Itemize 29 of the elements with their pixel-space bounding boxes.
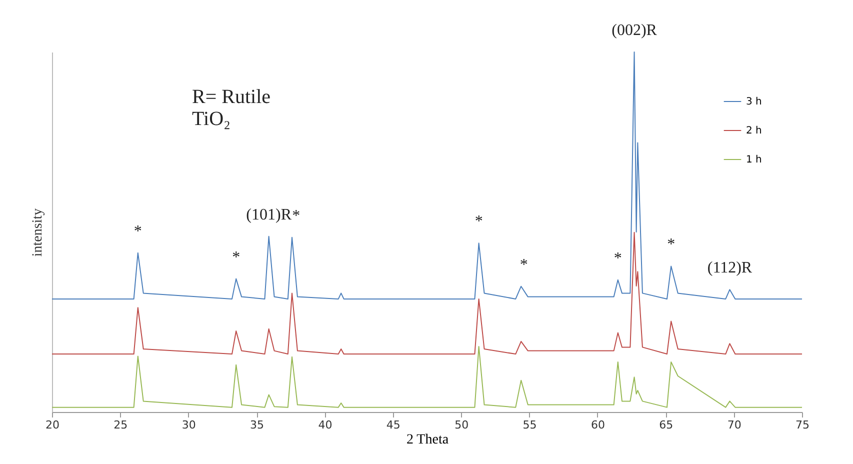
x-tick-label: 55 <box>522 418 537 432</box>
x-tick-label: 70 <box>727 418 742 432</box>
x-tick-label: 50 <box>454 418 469 432</box>
x-tick-label: 45 <box>386 418 400 432</box>
annotation: (002)R <box>612 22 658 39</box>
x-tick-label: 75 <box>796 418 810 432</box>
y-axis-title: intensity <box>30 208 46 257</box>
x-tick-label: 25 <box>114 418 128 432</box>
x-tick-label: 65 <box>659 418 674 432</box>
annotation: * <box>614 250 622 267</box>
annotation: * <box>292 207 300 224</box>
x-axis-title: 2 Theta <box>406 432 450 448</box>
legend-label: 1 h <box>746 154 762 166</box>
annotation: R= Rutile <box>192 86 271 108</box>
annotation: (101)R <box>246 206 292 224</box>
annotation: * <box>232 248 240 266</box>
legend-label: 2 h <box>746 126 762 136</box>
annotation: (112)R <box>707 260 752 277</box>
x-tick-label: 40 <box>318 418 332 432</box>
x-tick-label: 60 <box>590 418 605 432</box>
x-tick-label: 35 <box>250 418 264 432</box>
annotation: * <box>134 222 142 240</box>
annotation: * <box>667 236 676 254</box>
annotation: * <box>520 256 528 274</box>
legend-label: 3 h <box>746 96 762 108</box>
x-tick-label: 20 <box>46 418 60 432</box>
annotation: TiO₂ <box>192 108 230 130</box>
x-tick-label: 30 <box>182 418 196 432</box>
annotation: * <box>474 213 483 230</box>
